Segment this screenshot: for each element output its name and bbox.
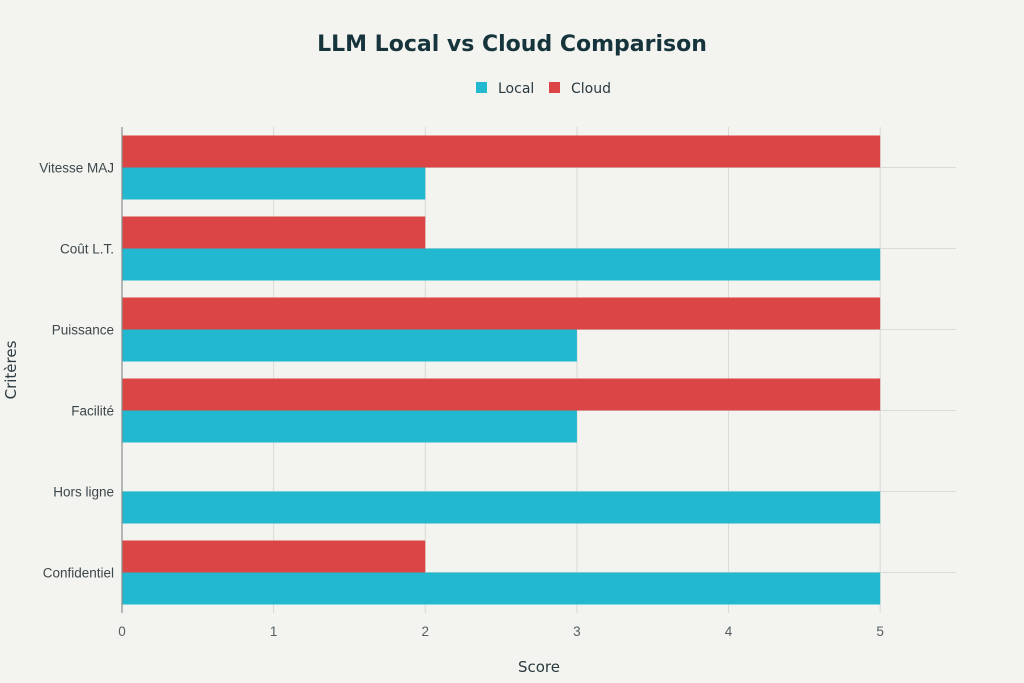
x-tick-label-2: 2: [422, 624, 430, 639]
legend: Local Cloud: [476, 81, 611, 97]
category-label-facilite: Facilité: [71, 404, 114, 419]
category-label-confidentiel: Confidentiel: [43, 566, 114, 581]
bar-cloud-puissance: [122, 297, 881, 330]
bar-cloud-cout-l-t: [122, 216, 426, 249]
chart-title: LLM Local vs Cloud Comparison: [317, 32, 707, 57]
bars: [122, 135, 881, 605]
x-tick-labels: 0 1 2 3 4 5: [118, 624, 884, 639]
category-label-puissance: Puissance: [52, 323, 114, 338]
gridlines: [122, 127, 956, 613]
bar-local-facilite: [122, 410, 577, 443]
x-tick-label-1: 1: [270, 624, 278, 639]
legend-swatch-cloud: [549, 82, 560, 93]
bar-local-puissance: [122, 329, 577, 362]
y-axis-title: Critères: [2, 340, 20, 399]
category-label-cout-l-t: Coût L.T.: [60, 242, 114, 257]
category-label-hors-ligne: Hors ligne: [53, 485, 114, 500]
x-axis-title: Score: [518, 658, 560, 676]
bar-local-vitesse-maj: [122, 167, 426, 200]
category-labels: Vitesse MAJ Coût L.T. Puissance Facilité Hor…: [39, 161, 114, 581]
bar-local-cout-l-t: [122, 248, 881, 281]
x-tick-label-3: 3: [573, 624, 581, 639]
x-tick-label-4: 4: [725, 624, 733, 639]
bar-cloud-confidentiel: [122, 540, 426, 573]
bar-cloud-vitesse-maj: [122, 135, 881, 168]
legend-label-local: Local: [498, 81, 534, 97]
bar-cloud-facilite: [122, 378, 881, 411]
category-label-vitesse-maj: Vitesse MAJ: [39, 161, 114, 176]
legend-swatch-local: [476, 82, 487, 93]
bar-local-confidentiel: [122, 572, 881, 605]
legend-label-cloud: Cloud: [571, 81, 611, 97]
x-tick-label-0: 0: [118, 624, 126, 639]
x-tick-label-5: 5: [876, 624, 884, 639]
bar-local-hors-ligne: [122, 491, 881, 524]
